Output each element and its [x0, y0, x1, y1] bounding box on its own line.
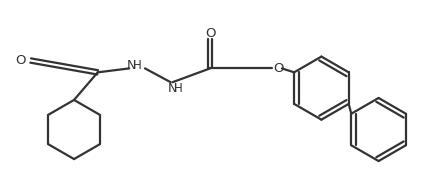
Text: N: N — [168, 82, 177, 95]
Text: H: H — [133, 59, 141, 72]
Text: O: O — [16, 54, 26, 67]
Text: N: N — [127, 59, 136, 72]
Text: O: O — [273, 62, 283, 75]
Text: H: H — [174, 82, 183, 95]
Text: O: O — [205, 27, 215, 40]
